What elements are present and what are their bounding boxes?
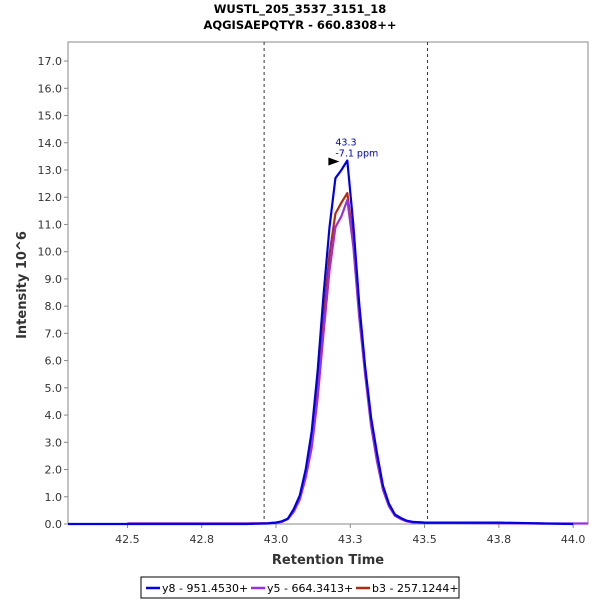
y-tick-label: 4.0: [45, 409, 63, 422]
x-tick-label: 42.5: [115, 533, 140, 546]
series-line-y8: [68, 159, 574, 526]
y-tick-label: 3.0: [45, 436, 63, 449]
y-tick-label: 7.0: [45, 327, 63, 340]
legend-box: [140, 576, 460, 599]
y-tick-label: 2.0: [45, 464, 63, 477]
y-tick-label: 16.0: [38, 82, 63, 95]
y-tick-label: 14.0: [38, 137, 63, 150]
y-axis-label: Intensity 10^6: [15, 231, 30, 339]
x-tick-label: 43.8: [487, 533, 512, 546]
x-tick-label: 43.3: [338, 533, 363, 546]
plot-area: 0.0 1.0 2.0 3.0 4.0 5.0 6.0 7.0 8.0 9.0 10.0 11.0 12…: [38, 41, 589, 546]
y-tick-label: 11.0: [38, 218, 63, 231]
y-tick-label: 17.0: [38, 55, 63, 68]
legend-label-y5: y5 - 664.3413+: [267, 582, 353, 595]
y-tick-label: 12.0: [38, 191, 63, 204]
legend-label-y8: y8 - 951.4530+: [162, 582, 248, 595]
x-tick-label: 42.8: [189, 533, 214, 546]
y-tick-label: 5.0: [45, 382, 63, 395]
legend-label-b3: b3 - 257.1244+: [372, 582, 459, 595]
y-tick-label: 8.0: [45, 300, 63, 313]
chart-title: WUSTL_205_3537_3151_18: [214, 2, 387, 17]
peak-rt-label: 43.3: [335, 137, 356, 148]
y-tick-label: 13.0: [38, 164, 63, 177]
y-tick-label: 6.0: [45, 355, 63, 368]
y-tick-label: 9.0: [45, 273, 63, 286]
chart-subtitle: AQGISAEPQTYR - 660.8308++: [203, 18, 396, 32]
x-axis-label: Retention Time: [272, 553, 384, 568]
y-tick-label: 15.0: [38, 110, 63, 123]
y-tick-label: 10.0: [38, 246, 63, 259]
x-tick-label: 43.0: [264, 533, 289, 546]
x-tick-label: 43.5: [412, 533, 437, 546]
y-tick-label: 0.0: [45, 518, 63, 531]
peak-marker-arrow: [328, 157, 340, 166]
y-tick-label: 1.0: [45, 491, 63, 504]
x-tick-label: 44.0: [561, 533, 586, 546]
peak-ppm-label: -7.1 ppm: [335, 148, 378, 159]
legend: y8 - 951.4530+ y5 - 664.3413+ b3 - 257.1…: [140, 576, 460, 599]
